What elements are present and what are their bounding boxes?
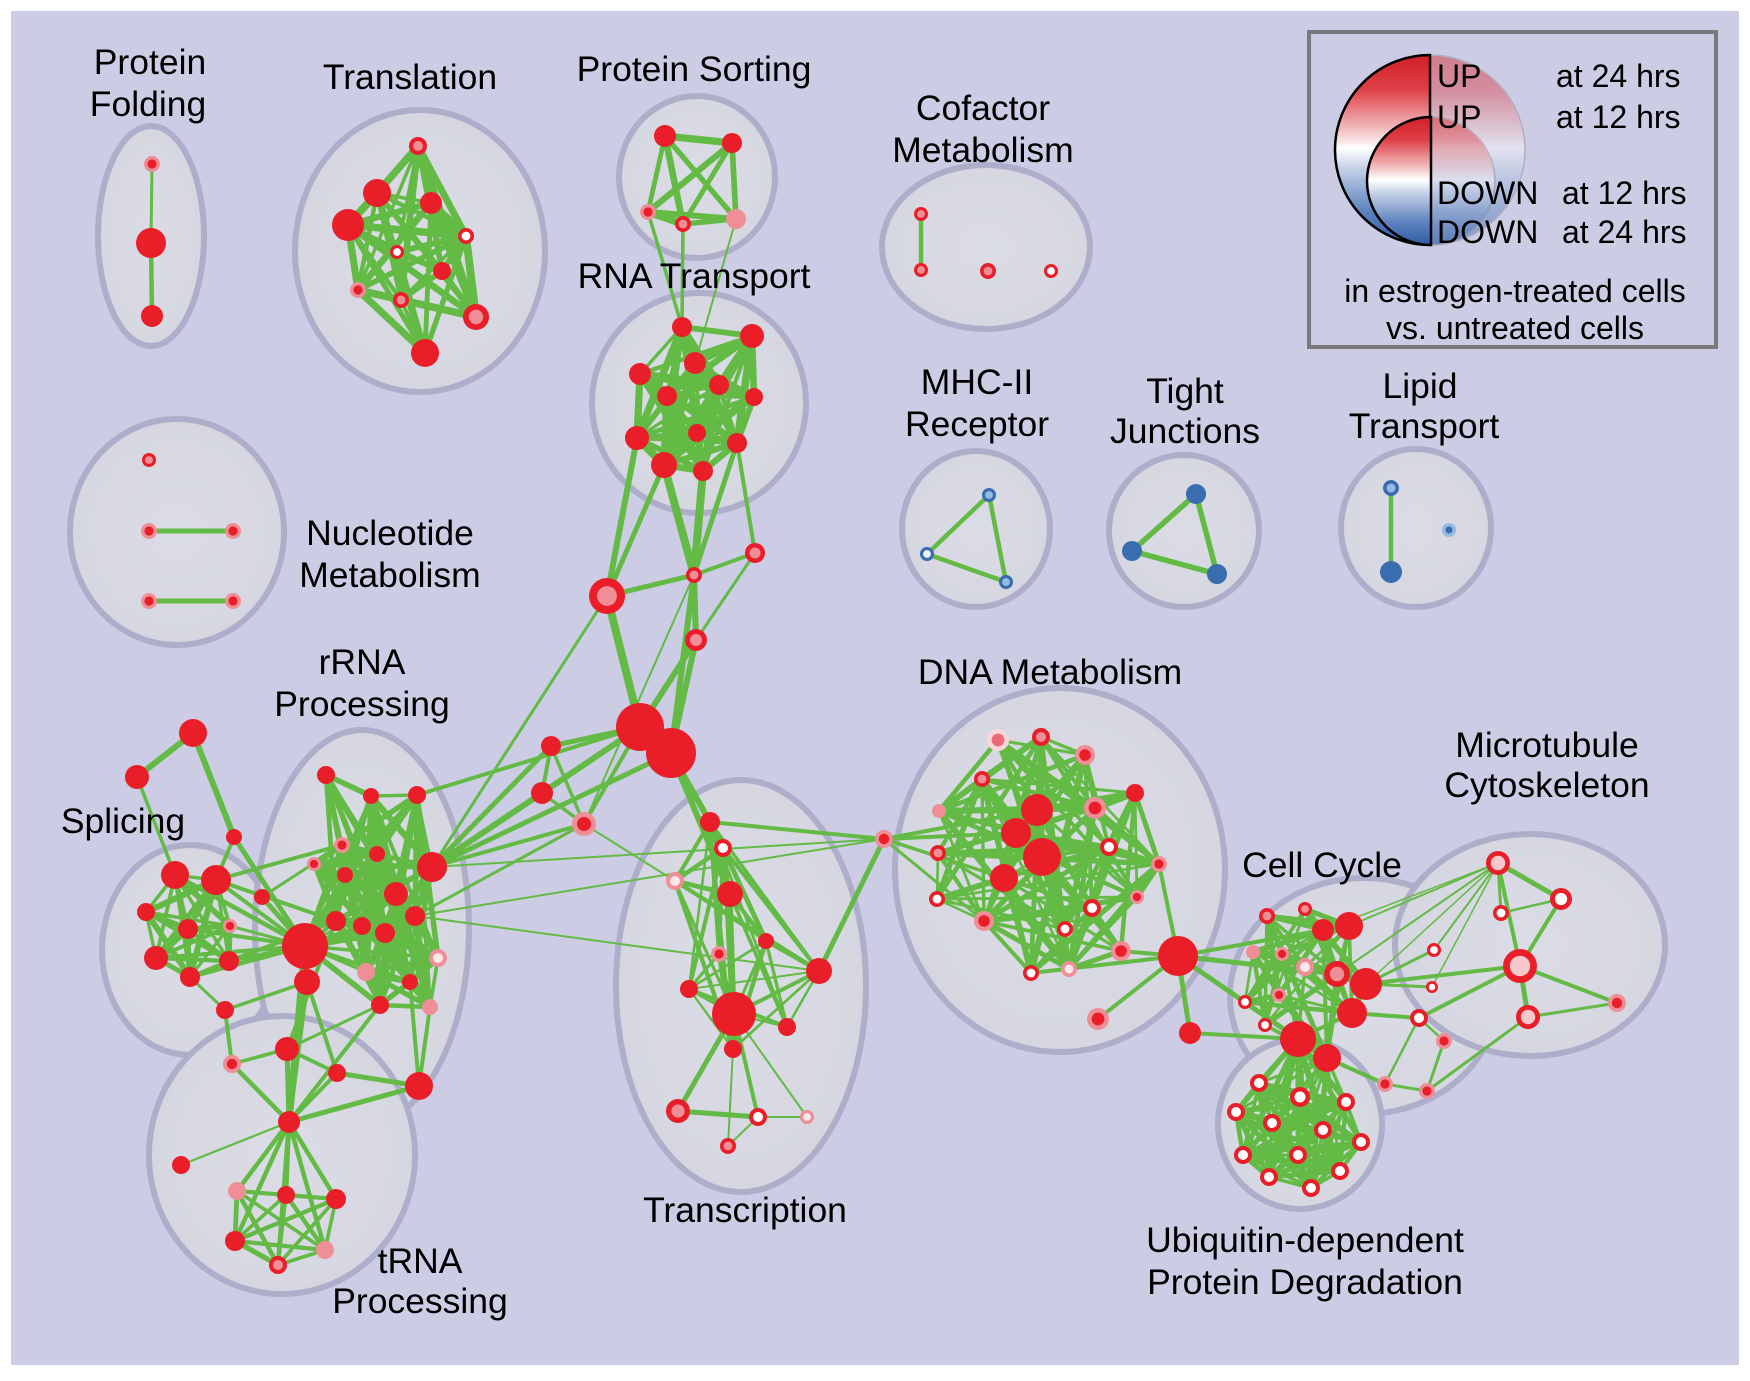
svg-text:Receptor: Receptor xyxy=(905,404,1049,444)
svg-text:Metabolism: Metabolism xyxy=(299,555,481,595)
svg-text:Lipid: Lipid xyxy=(1382,366,1457,406)
svg-text:Junctions: Junctions xyxy=(1110,411,1260,451)
svg-text:at 12 hrs: at 12 hrs xyxy=(1562,175,1687,211)
svg-text:Folding: Folding xyxy=(90,84,206,124)
svg-text:Protein Degradation: Protein Degradation xyxy=(1147,1262,1463,1302)
svg-text:Nucleotide: Nucleotide xyxy=(306,513,474,553)
svg-text:Processing: Processing xyxy=(274,684,450,724)
svg-text:at 12 hrs: at 12 hrs xyxy=(1556,99,1681,135)
svg-text:DOWN: DOWN xyxy=(1437,175,1538,211)
svg-text:Microtubule: Microtubule xyxy=(1455,725,1639,765)
svg-text:MHC-II: MHC-II xyxy=(921,362,1033,402)
svg-text:Cofactor: Cofactor xyxy=(916,88,1050,128)
svg-text:Cytoskeleton: Cytoskeleton xyxy=(1444,765,1649,805)
svg-text:vs. untreated cells: vs. untreated cells xyxy=(1386,310,1644,346)
svg-text:at 24 hrs: at 24 hrs xyxy=(1556,58,1681,94)
svg-text:tRNA: tRNA xyxy=(378,1241,463,1281)
svg-text:Protein Sorting: Protein Sorting xyxy=(577,49,812,89)
svg-text:UP: UP xyxy=(1437,99,1481,135)
svg-text:Processing: Processing xyxy=(332,1281,508,1321)
svg-text:Cell Cycle: Cell Cycle xyxy=(1242,845,1402,885)
svg-text:rRNA: rRNA xyxy=(319,642,406,682)
svg-text:Protein: Protein xyxy=(94,42,206,82)
svg-text:RNA Transport: RNA Transport xyxy=(578,256,811,296)
svg-text:Splicing: Splicing xyxy=(61,801,185,841)
svg-text:Tight: Tight xyxy=(1146,371,1224,411)
svg-text:in estrogen-treated cells: in estrogen-treated cells xyxy=(1344,273,1686,309)
svg-text:Transcription: Transcription xyxy=(643,1190,847,1230)
svg-text:Translation: Translation xyxy=(323,57,497,97)
svg-text:DNA Metabolism: DNA Metabolism xyxy=(918,652,1182,692)
svg-text:Ubiquitin-dependent: Ubiquitin-dependent xyxy=(1146,1220,1464,1260)
svg-text:Metabolism: Metabolism xyxy=(892,130,1074,170)
svg-text:Transport: Transport xyxy=(1349,406,1500,446)
svg-text:at 24 hrs: at 24 hrs xyxy=(1562,214,1687,250)
svg-text:DOWN: DOWN xyxy=(1437,214,1538,250)
svg-text:UP: UP xyxy=(1437,58,1481,94)
